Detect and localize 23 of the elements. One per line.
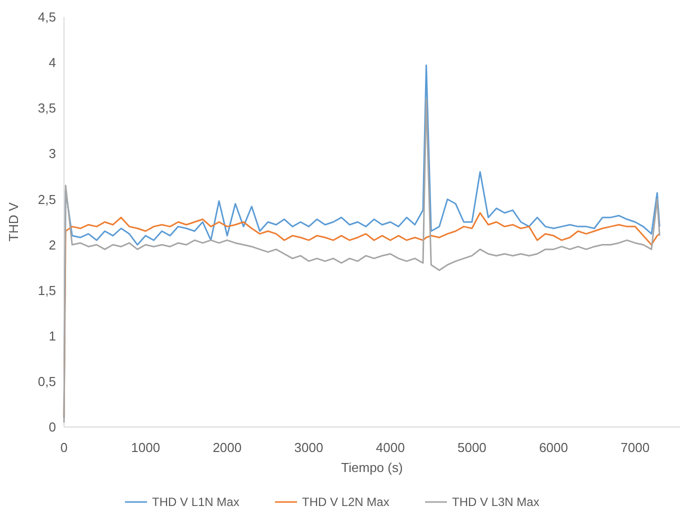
x-tick-label: 5000 (457, 440, 486, 455)
x-tick-label: 3000 (294, 440, 324, 455)
y-tick-label: 3 (48, 146, 56, 162)
legend-label: THD V L1N Max (152, 495, 240, 510)
x-axis-title: Tiempo (s) (341, 460, 403, 475)
legend-label: THD V L3N Max (452, 495, 540, 510)
x-tick-label: 7000 (620, 440, 650, 455)
y-axis-title: THD V (6, 202, 21, 242)
y-tick-label: 3,5 (38, 100, 56, 116)
y-tick-label: 2 (48, 237, 56, 252)
y-tick-label: 1,5 (38, 282, 56, 298)
y-tick-label: 0,5 (38, 374, 56, 389)
x-tick-label: 1000 (131, 440, 160, 455)
x-tick-label: 0 (60, 440, 68, 455)
y-tick-label: 2,5 (38, 192, 56, 207)
y-tick-label: 0 (48, 420, 56, 435)
x-tick-label: 4000 (376, 440, 405, 455)
legend-label: THD V L2N Max (302, 495, 390, 510)
y-tick-label: 4 (48, 55, 56, 70)
x-tick-label: 6000 (539, 440, 568, 455)
y-tick-label: 4,5 (38, 10, 56, 25)
y-tick-label: 1 (48, 328, 56, 344)
x-tick-label: 2000 (212, 440, 242, 455)
